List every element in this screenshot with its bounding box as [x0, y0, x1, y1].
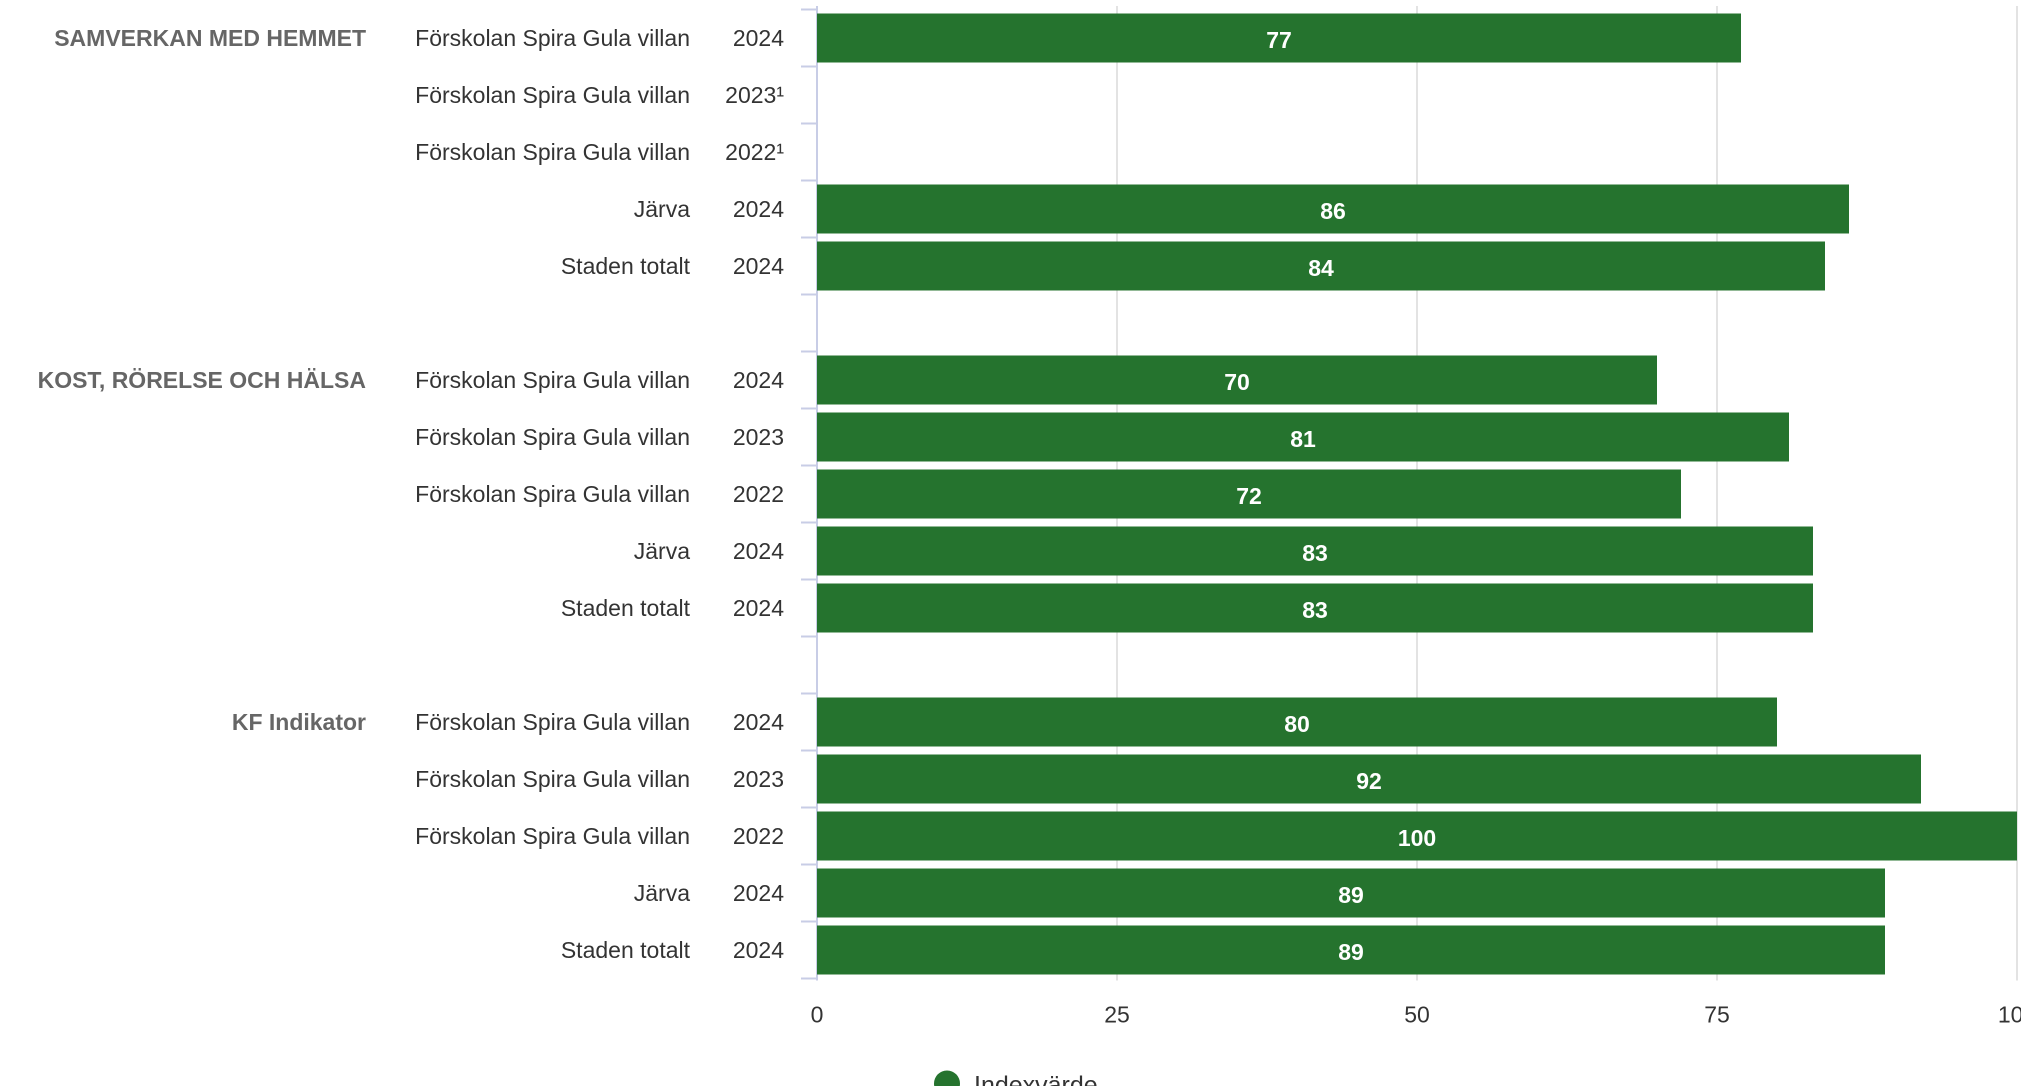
bar-value-label: 92 — [1356, 768, 1382, 794]
category-unit-label: Staden totalt — [561, 253, 691, 279]
bar[interactable] — [817, 13, 1741, 63]
bar[interactable] — [817, 583, 1813, 633]
bar-value-label: 80 — [1284, 711, 1310, 737]
category-year-label: 2022¹ — [725, 139, 784, 165]
group-label: KF Indikator — [232, 709, 366, 735]
x-tick-label: 50 — [1404, 1002, 1430, 1028]
legend-item-label[interactable]: Indexvärde — [974, 1072, 1098, 1091]
x-tick-label: 25 — [1104, 1002, 1130, 1028]
bar-value-label: 83 — [1302, 597, 1328, 623]
category-year-label: 2023 — [733, 766, 784, 792]
bar-layer — [817, 13, 2017, 975]
category-unit-label: Förskolan Spira Gula villan — [415, 367, 690, 393]
bar[interactable] — [817, 184, 1849, 234]
bar-value-label: 81 — [1290, 426, 1316, 452]
bar[interactable] — [817, 469, 1681, 519]
category-year-label: 2024 — [733, 25, 784, 51]
bar-value-label: 70 — [1224, 369, 1250, 395]
category-unit-label: Järva — [634, 538, 690, 564]
category-unit-label: Järva — [634, 880, 690, 906]
category-unit-label: Järva — [634, 196, 690, 222]
bar-value-label: 77 — [1266, 27, 1292, 53]
bar[interactable] — [817, 754, 1921, 804]
category-unit-label: Förskolan Spira Gula villan — [415, 766, 690, 792]
x-tick-label: 0 — [811, 1002, 824, 1028]
bar-value-label: 89 — [1338, 939, 1364, 965]
group-label: KOST, RÖRELSE OCH HÄLSA — [38, 367, 366, 393]
bar-value-label: 83 — [1302, 540, 1328, 566]
category-year-label: 2023 — [733, 424, 784, 450]
category-unit-label: Förskolan Spira Gula villan — [415, 481, 690, 507]
bar[interactable] — [817, 412, 1789, 462]
category-unit-label: Förskolan Spira Gula villan — [415, 139, 690, 165]
group-label: SAMVERKAN MED HEMMET — [54, 25, 366, 51]
category-unit-label: Förskolan Spira Gula villan — [415, 823, 690, 849]
category-year-label: 2024 — [733, 196, 784, 222]
bar[interactable] — [817, 811, 2017, 861]
bar[interactable] — [817, 526, 1813, 576]
bar-value-label: 86 — [1320, 198, 1346, 224]
bar-value-label: 84 — [1308, 255, 1334, 281]
x-tick-label: 75 — [1704, 1002, 1730, 1028]
bar[interactable] — [817, 697, 1777, 747]
bar[interactable] — [817, 868, 1885, 918]
category-year-label: 2024 — [733, 367, 784, 393]
category-unit-label: Förskolan Spira Gula villan — [415, 424, 690, 450]
legend[interactable]: Indexvärde — [934, 1070, 1098, 1091]
category-year-label: 2024 — [733, 937, 784, 963]
category-year-label: 2022 — [733, 823, 784, 849]
bar-value-label: 89 — [1338, 882, 1364, 908]
x-tick-label: 100 — [1998, 1002, 2021, 1028]
label-layer: 77 Förskolan Spira Gula villan 2024 SAMVERK… — [38, 25, 1437, 965]
category-unit-label: Förskolan Spira Gula villan — [415, 82, 690, 108]
legend-marker[interactable] — [934, 1070, 960, 1091]
category-unit-label: Staden totalt — [561, 595, 691, 621]
category-year-label: 2024 — [733, 538, 784, 564]
category-year-label: 2024 — [733, 709, 784, 735]
category-year-label: 2024 — [733, 253, 784, 279]
bar[interactable] — [817, 241, 1825, 291]
bar-value-label: 72 — [1236, 483, 1262, 509]
category-unit-label: Förskolan Spira Gula villan — [415, 25, 690, 51]
category-year-label: 2024 — [733, 595, 784, 621]
category-year-label: 2024 — [733, 880, 784, 906]
category-year-label: 2023¹ — [725, 82, 784, 108]
bar-value-label: 100 — [1398, 825, 1436, 851]
category-unit-label: Staden totalt — [561, 937, 691, 963]
category-unit-label: Förskolan Spira Gula villan — [415, 709, 690, 735]
bar[interactable] — [817, 355, 1657, 405]
category-year-label: 2022 — [733, 481, 784, 507]
bar[interactable] — [817, 925, 1885, 975]
